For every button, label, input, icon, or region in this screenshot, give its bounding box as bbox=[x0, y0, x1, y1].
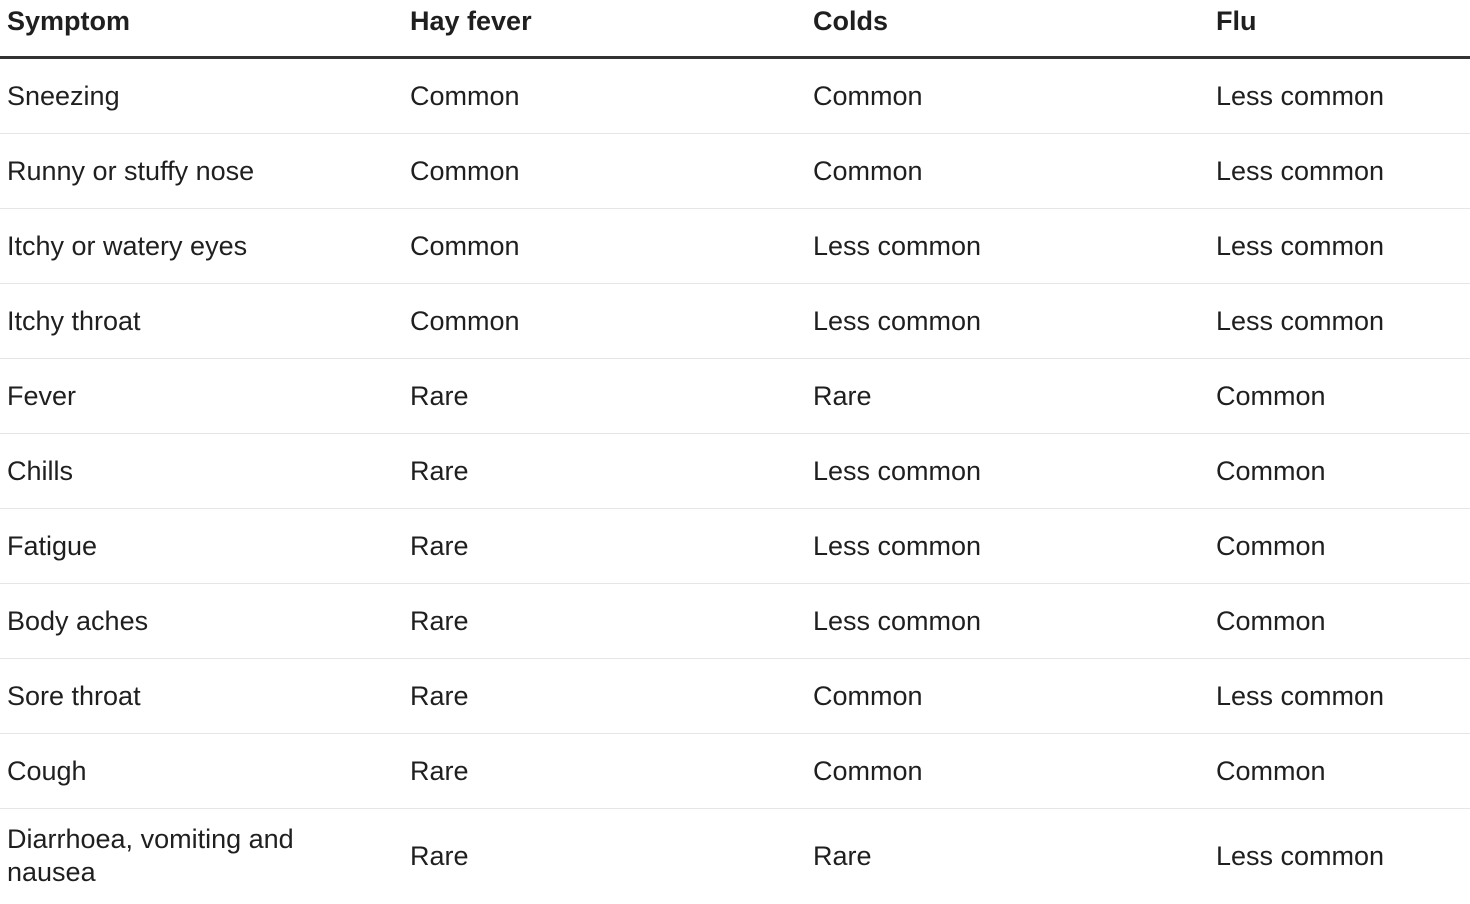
table-row: Body aches Rare Less common Common bbox=[0, 583, 1470, 659]
frequency-cell: Less common bbox=[806, 583, 1209, 659]
frequency-cell: Less common bbox=[1209, 133, 1470, 209]
frequency-cell: Rare bbox=[813, 840, 872, 871]
symptom-cell: Fever bbox=[0, 358, 403, 434]
frequency-cell: Rare bbox=[403, 733, 806, 809]
symptom-cell: Itchy throat bbox=[0, 283, 403, 359]
symptom-cell: Sneezing bbox=[0, 57, 403, 134]
table-header: Symptom Hay fever Colds Flu bbox=[0, 0, 1470, 59]
frequency-cell: Common bbox=[1209, 733, 1470, 809]
frequency-cell: Common bbox=[806, 133, 1209, 209]
symptom-cell: Diarrhoea, vomiting and nausea bbox=[7, 824, 294, 887]
frequency-cell: Less common bbox=[1209, 57, 1470, 134]
frequency-cell: Rare bbox=[403, 583, 806, 659]
header-cell: Symptom bbox=[0, 0, 403, 59]
frequency-cell: Less common bbox=[806, 433, 1209, 509]
symptom-cell: Body aches bbox=[0, 583, 403, 659]
frequency-cell: Less common bbox=[806, 208, 1209, 284]
header-cell: Flu bbox=[1209, 0, 1470, 59]
frequency-cell: Rare bbox=[403, 433, 806, 509]
table-row: Diarrhoea, vomiting and nausea Rare Rare Le… bbox=[0, 809, 1470, 904]
table-row: Runny or stuffy nose Common Common Less com… bbox=[0, 133, 1470, 209]
frequency-cell: Less common bbox=[806, 508, 1209, 584]
frequency-cell: Less common bbox=[806, 283, 1209, 359]
frequency-cell: Common bbox=[1209, 508, 1470, 584]
table-row: Itchy throat Common Less common Less common bbox=[0, 283, 1470, 359]
frequency-cell: Common bbox=[403, 283, 806, 359]
frequency-cell: Common bbox=[806, 658, 1209, 734]
table-body: Sneezing Common Common Less common Runny or … bbox=[0, 57, 1470, 904]
frequency-cell: Common bbox=[806, 57, 1209, 134]
symptom-cell: Runny or stuffy nose bbox=[0, 133, 403, 209]
frequency-cell: Rare bbox=[806, 358, 1209, 434]
table-row: Fatigue Rare Less common Common bbox=[0, 508, 1470, 584]
frequency-cell: Rare bbox=[410, 840, 469, 871]
frequency-cell: Rare bbox=[403, 508, 806, 584]
frequency-cell: Common bbox=[806, 733, 1209, 809]
frequency-cell: Less common bbox=[1209, 208, 1470, 284]
frequency-cell: Less common bbox=[1209, 283, 1470, 359]
frequency-cell: Common bbox=[1209, 583, 1470, 659]
table-row: Chills Rare Less common Common bbox=[0, 433, 1470, 509]
symptom-cell: Itchy or watery eyes bbox=[0, 208, 403, 284]
frequency-cell: Common bbox=[1209, 358, 1470, 434]
frequency-cell: Common bbox=[403, 133, 806, 209]
frequency-cell: Less common bbox=[1216, 840, 1385, 871]
symptom-cell: Sore throat bbox=[0, 658, 403, 734]
frequency-cell: Common bbox=[403, 57, 806, 134]
symptom-cell: Cough bbox=[0, 733, 403, 809]
header-cell: Colds bbox=[806, 0, 1209, 59]
table-row: Itchy or watery eyes Common Less common Les… bbox=[0, 208, 1470, 284]
symptom-cell: Chills bbox=[0, 433, 403, 509]
frequency-cell: Common bbox=[403, 208, 806, 284]
header-cell: Hay fever bbox=[403, 0, 806, 59]
frequency-cell: Rare bbox=[403, 358, 806, 434]
header-row: Symptom Hay fever Colds Flu bbox=[0, 0, 1470, 59]
frequency-cell: Less common bbox=[1209, 658, 1470, 734]
frequency-cell: Common bbox=[1209, 433, 1470, 509]
table-row: Sneezing Common Common Less common bbox=[0, 57, 1470, 134]
symptom-cell: Fatigue bbox=[0, 508, 403, 584]
table-row: Sore throat Rare Common Less common bbox=[0, 658, 1470, 734]
table-row: Cough Rare Common Common bbox=[0, 733, 1470, 809]
frequency-cell: Rare bbox=[403, 658, 806, 734]
table-row: Fever Rare Rare Common bbox=[0, 358, 1470, 434]
